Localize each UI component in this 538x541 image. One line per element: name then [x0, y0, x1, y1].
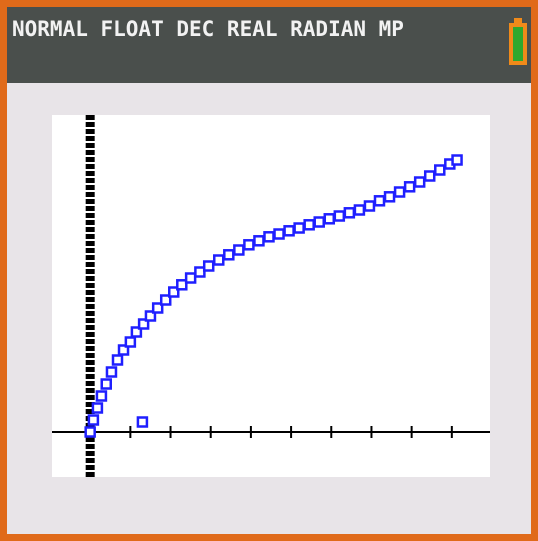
point [136, 416, 149, 428]
point [423, 170, 436, 182]
point [84, 426, 96, 438]
point [353, 204, 366, 216]
point [283, 225, 295, 237]
point [105, 366, 118, 378]
point [130, 326, 143, 338]
point [213, 254, 225, 266]
point [95, 390, 108, 402]
point [137, 318, 150, 330]
point [168, 286, 180, 298]
point [393, 186, 406, 198]
point [194, 266, 206, 278]
point [111, 354, 124, 366]
point [383, 191, 396, 203]
point [343, 207, 356, 219]
point [176, 279, 188, 291]
battery-level [513, 27, 523, 61]
point [87, 414, 100, 426]
plot-area [52, 115, 490, 477]
point [144, 310, 157, 322]
point [117, 344, 130, 356]
point [273, 228, 285, 240]
point [124, 336, 137, 348]
point [159, 294, 172, 306]
point [184, 272, 197, 284]
battery-icon [509, 18, 527, 65]
point [91, 402, 104, 414]
point [243, 239, 255, 251]
point [434, 164, 446, 176]
point [263, 231, 275, 243]
point [363, 200, 376, 212]
point [403, 181, 416, 193]
point [413, 176, 426, 188]
point [202, 260, 215, 272]
status-text: NORMAL FLOAT DEC REAL RADIAN MP [12, 17, 404, 41]
point [333, 210, 346, 222]
point [451, 154, 463, 166]
point [303, 219, 315, 231]
point [151, 302, 164, 314]
point [313, 216, 325, 228]
battery-tip [514, 18, 522, 23]
point [100, 378, 112, 390]
point [223, 249, 235, 261]
plot [52, 115, 490, 477]
status-bar [7, 7, 531, 83]
point [293, 222, 305, 234]
point [253, 235, 265, 247]
point [323, 213, 336, 225]
point [233, 244, 245, 256]
point [373, 195, 386, 207]
